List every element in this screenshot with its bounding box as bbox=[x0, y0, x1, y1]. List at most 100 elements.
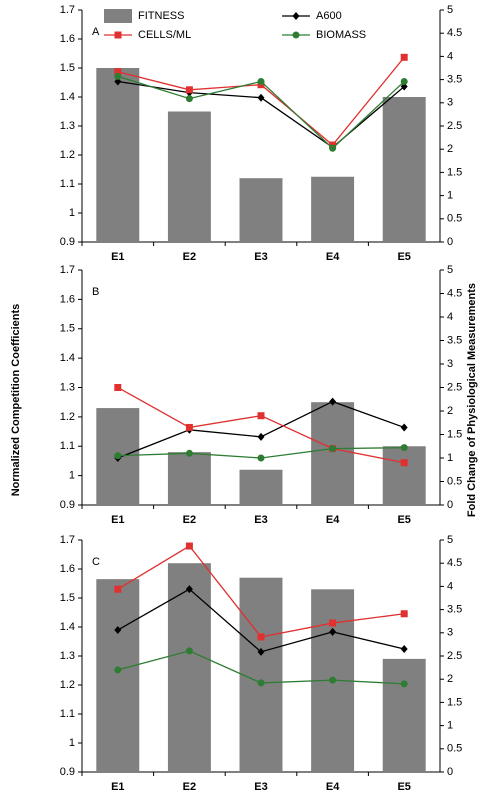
y2-tick-label: 0 bbox=[447, 236, 453, 248]
y-tick-label: 1.5 bbox=[60, 62, 75, 74]
y2-tick-label: 2 bbox=[447, 405, 453, 417]
x-tick-label: E1 bbox=[111, 251, 124, 263]
y2-tick-label: 3.5 bbox=[447, 334, 462, 346]
y-tick-label: 1.2 bbox=[60, 411, 75, 423]
y2-tick-label: 5 bbox=[447, 4, 453, 16]
marker bbox=[185, 449, 193, 457]
y-tick-label: 1.7 bbox=[60, 4, 75, 16]
y-tick-label: 0.9 bbox=[60, 766, 75, 778]
marker bbox=[185, 647, 193, 655]
marker bbox=[400, 610, 408, 618]
marker bbox=[257, 647, 265, 656]
y-tick-label: 1.1 bbox=[60, 708, 75, 720]
y2-tick-label: 3 bbox=[447, 627, 453, 639]
y-tick-label: 0.9 bbox=[60, 499, 75, 511]
bar bbox=[96, 68, 140, 242]
panel-label: A bbox=[92, 26, 100, 38]
marker bbox=[329, 397, 337, 406]
marker bbox=[257, 679, 265, 687]
y-tick-label: 1.7 bbox=[60, 264, 75, 276]
y2-tick-label: 0.5 bbox=[447, 213, 462, 225]
marker bbox=[400, 680, 408, 688]
bar bbox=[311, 402, 355, 505]
series-line bbox=[117, 400, 405, 459]
y2-tick-label: 0 bbox=[447, 499, 453, 511]
marker bbox=[329, 676, 337, 684]
marker bbox=[185, 95, 193, 103]
x-tick-label: E4 bbox=[326, 251, 340, 263]
x-tick-label: E4 bbox=[326, 514, 340, 526]
marker bbox=[114, 666, 122, 674]
marker bbox=[114, 384, 122, 391]
y-tick-label: 1.3 bbox=[60, 381, 75, 393]
x-tick-label: E5 bbox=[397, 514, 410, 526]
y2-tick-label: 4 bbox=[447, 311, 453, 323]
marker bbox=[400, 423, 408, 432]
series-line bbox=[117, 80, 405, 149]
y2-tick-label: 1 bbox=[447, 720, 453, 732]
marker bbox=[114, 68, 122, 76]
marker bbox=[257, 454, 265, 462]
marker bbox=[257, 633, 265, 641]
x-tick-label: E2 bbox=[183, 251, 196, 263]
marker bbox=[185, 423, 193, 431]
y2-tick-label: 0 bbox=[447, 766, 453, 778]
y2-tick-label: 2.5 bbox=[447, 120, 462, 132]
y-tick-label: 1.2 bbox=[60, 679, 75, 691]
marker bbox=[257, 432, 265, 441]
y-tick-label: 1 bbox=[69, 207, 75, 219]
y2-tick-label: 2.5 bbox=[447, 381, 462, 393]
y-tick-label: 1 bbox=[69, 470, 75, 482]
y-tick-label: 1.5 bbox=[60, 592, 75, 604]
marker bbox=[400, 444, 408, 452]
legend-label: CELLS/ML bbox=[138, 29, 191, 41]
y2-tick-label: 1.5 bbox=[447, 166, 462, 178]
y2-tick-label: 2 bbox=[447, 673, 453, 685]
bar bbox=[239, 469, 283, 505]
y-tick-label: 1.3 bbox=[60, 120, 75, 132]
marker bbox=[400, 77, 408, 85]
y2-tick-label: 1 bbox=[447, 190, 453, 202]
x-tick-label: E5 bbox=[397, 251, 410, 263]
marker bbox=[329, 627, 337, 636]
bar bbox=[239, 178, 283, 242]
y2-tick-label: 3 bbox=[447, 358, 453, 370]
y2-tick-label: 4.5 bbox=[447, 557, 462, 569]
marker bbox=[329, 619, 337, 627]
marker bbox=[400, 645, 408, 654]
y2-tick-label: 4 bbox=[447, 50, 453, 62]
marker bbox=[185, 86, 193, 94]
y2-tick-label: 2 bbox=[447, 143, 453, 155]
y-tick-label: 1.2 bbox=[60, 149, 75, 161]
y2-tick-label: 3.5 bbox=[447, 604, 462, 616]
y2-tick-label: 1 bbox=[447, 452, 453, 464]
marker bbox=[400, 82, 408, 91]
y-tick-label: 1.5 bbox=[60, 323, 75, 335]
bar bbox=[382, 658, 426, 772]
y-tick-label: 1 bbox=[69, 737, 75, 749]
y2-tick-label: 3 bbox=[447, 97, 453, 109]
bar bbox=[311, 176, 355, 242]
y-tick-label: 0.9 bbox=[60, 236, 75, 248]
panel-label: C bbox=[92, 556, 100, 568]
y2-tick-label: 4.5 bbox=[447, 287, 462, 299]
y-tick-label: 1.6 bbox=[60, 563, 75, 575]
marker bbox=[329, 445, 337, 453]
marker bbox=[329, 144, 337, 152]
marker bbox=[257, 412, 265, 420]
marker bbox=[114, 452, 122, 460]
marker bbox=[185, 585, 193, 594]
y-tick-label: 1.4 bbox=[60, 352, 75, 364]
marker bbox=[292, 12, 300, 20]
marker bbox=[114, 31, 122, 39]
y2-tick-label: 5 bbox=[447, 534, 453, 546]
y2-tick-label: 0.5 bbox=[447, 743, 462, 755]
y2-tick-label: 1.5 bbox=[447, 696, 462, 708]
x-tick-label: E3 bbox=[254, 514, 267, 526]
legend-label: A600 bbox=[316, 10, 342, 22]
y2-tick-label: 3.5 bbox=[447, 74, 462, 86]
y2-tick-label: 1.5 bbox=[447, 428, 462, 440]
bar bbox=[167, 452, 211, 505]
marker bbox=[114, 626, 122, 635]
